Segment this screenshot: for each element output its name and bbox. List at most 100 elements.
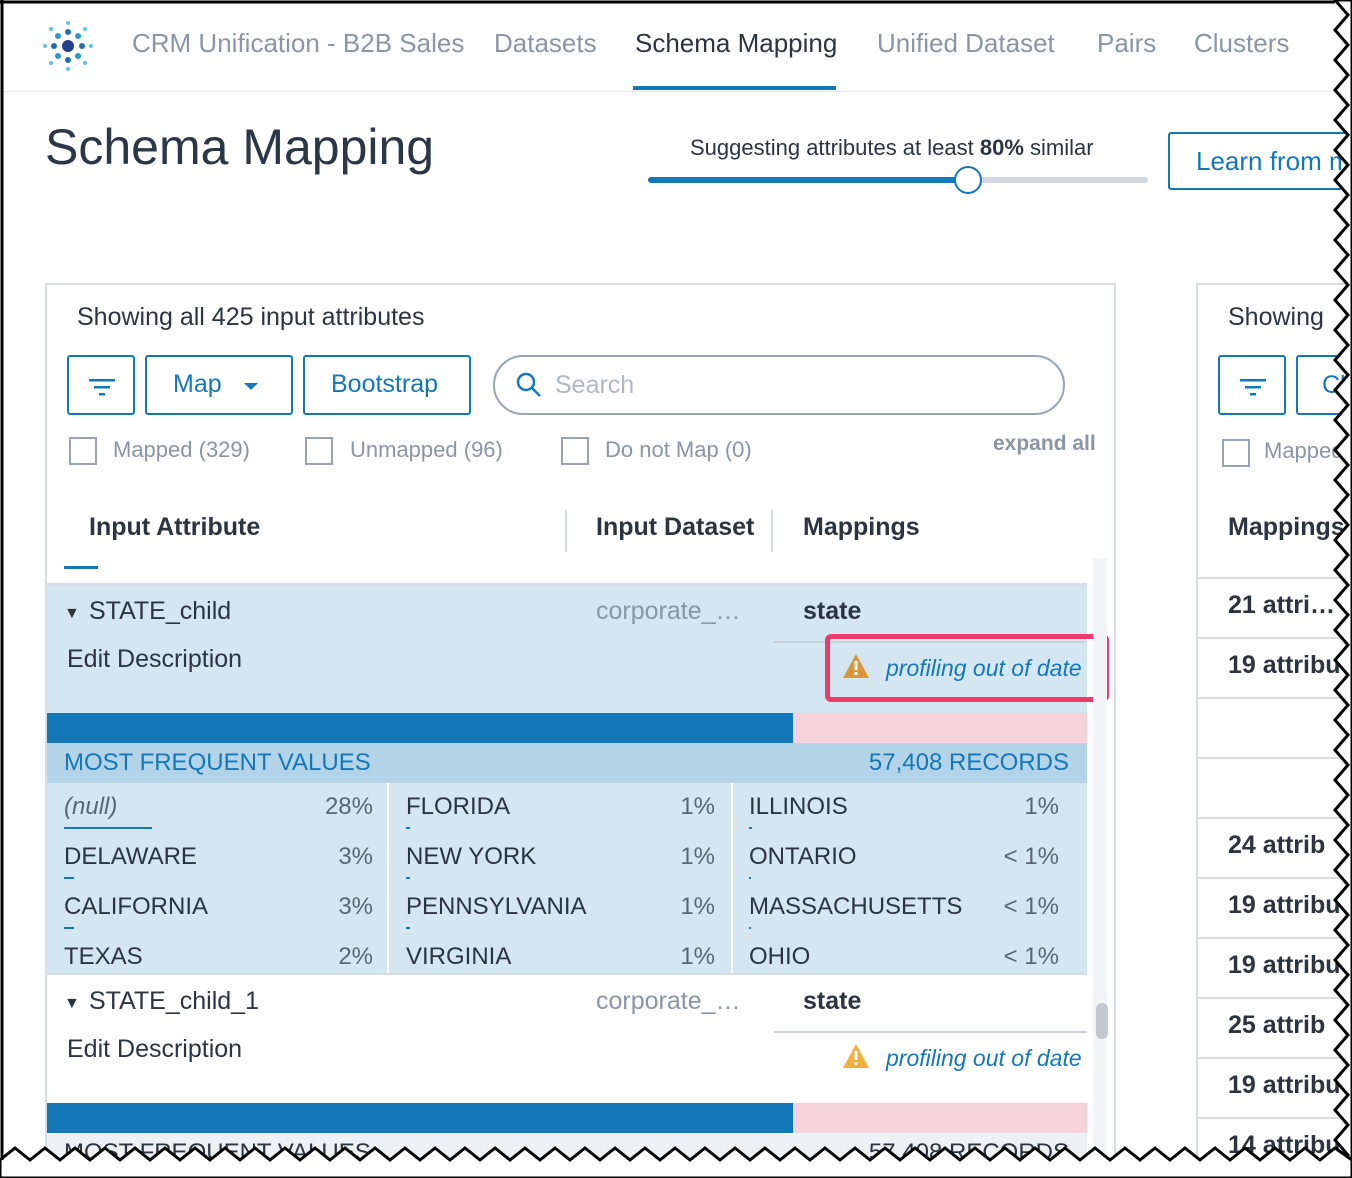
mapping-name[interactable]: state [803,987,862,1015]
frequent-value-percent: 28% [324,793,373,820]
value-frequency-bar [64,927,74,929]
similarity-slider-handle[interactable] [954,166,982,194]
list-item[interactable]: 14 attribu [1228,1131,1341,1159]
mapped-fraction-bar [47,1103,793,1133]
value-frequency-bar [406,827,410,829]
mapped-fraction-bar [47,713,793,743]
slider-value-text: 80% [979,135,1024,160]
warning-icon [843,654,869,678]
filter-icon [89,379,115,396]
search-icon [516,372,541,397]
create-button[interactable]: Cl [1296,355,1352,415]
frequent-value: ILLINOIS [749,793,848,820]
frequent-value-percent: 1% [680,893,715,920]
frequent-value-percent: 3% [338,843,373,870]
frequent-value-percent: < 1% [1003,943,1059,970]
scrollbar-track[interactable] [1093,558,1107,1178]
search-input[interactable]: Search [493,355,1065,415]
profiling-warning[interactable]: profiling out of date [842,1043,1082,1074]
value-frequency-bar [749,927,751,929]
tab-pairs[interactable]: Pairs [1097,28,1157,58]
do-not-map-checkbox[interactable] [561,437,589,465]
expand-all-link[interactable]: expand all [993,432,1096,455]
similarity-slider-track[interactable] [648,177,1148,183]
tab-clusters[interactable]: Clusters [1194,28,1290,58]
tab-unified-dataset[interactable]: Unified Dataset [877,28,1055,58]
warning-icon [843,1044,869,1068]
profiling-warning[interactable]: profiling out of date [842,653,1082,684]
bootstrap-button[interactable]: Bootstrap [303,355,471,415]
frequent-value: (null) [64,793,118,820]
column-header-input-dataset[interactable]: Input Dataset [596,513,755,541]
frequent-value: VIRGINIA [406,943,512,970]
list-item[interactable]: 24 attrib [1228,831,1326,859]
collapse-triangle-icon[interactable]: ▼ [64,605,80,622]
list-item[interactable]: 21 attri… [1228,591,1335,619]
edit-description-link[interactable]: Edit Description [67,645,243,673]
mapped-checkbox[interactable] [69,437,97,465]
value-frequency-bar [406,927,410,929]
frequent-value-percent: 1% [680,943,715,970]
tab-datasets[interactable]: Datasets [494,28,597,58]
frequent-value: MASSACHUSETTS [749,893,963,920]
mapping-name[interactable]: state [803,597,862,625]
tab-schema-mapping[interactable]: Schema Mapping [635,28,838,58]
value-frequency-bar [749,827,752,829]
active-tab-indicator [633,86,836,90]
edit-description-link[interactable]: Edit Description [67,1035,243,1063]
scrollbar-thumb[interactable] [1096,1003,1108,1039]
list-item[interactable]: 19 attribu [1228,891,1341,919]
row-divider [1198,877,1352,879]
bootstrap-button-label: Bootstrap [331,370,439,398]
value-frequency-bar [64,827,152,829]
slider-label-prefix: Suggesting attributes at least [690,135,980,160]
table-row[interactable]: ▼ STATE_child_1 corporate_… state Edit D… [47,975,1087,1178]
row-divider [1198,1057,1352,1059]
list-item[interactable]: 19 attribu [1228,951,1341,979]
most-frequent-values-header: MOST FREQUENT VALUES 57,408 RECORDS [47,1133,1087,1173]
frequent-value-percent: 3% [338,893,373,920]
app-logo-icon[interactable] [42,20,94,72]
frequent-value: NEW YORK [406,843,537,870]
column-divider[interactable] [771,510,773,552]
column-header-input-attribute[interactable]: Input Attribute [89,513,261,541]
project-name[interactable]: CRM Unification - B2B Sales [132,28,465,58]
map-dropdown-button[interactable]: Map [145,355,293,415]
records-count: 57,408 RECORDS [868,749,1069,776]
similarity-slider-label: Suggesting attributes at least 80% simil… [690,135,1094,161]
row-divider [1198,757,1352,759]
filter-button[interactable] [1218,355,1286,415]
table-row[interactable]: ▼ STATE_child corporate_… state Edit Des… [47,585,1087,975]
records-count: 57,408 RECORDS [868,1139,1069,1166]
filter-icon [1240,379,1266,396]
column-header-mappings[interactable]: Mappings [1228,513,1345,541]
mapped-filter-label: Mapped (329) [113,437,250,462]
row-divider [1198,577,1352,579]
filter-button[interactable] [67,355,135,415]
chevron-down-icon [244,383,258,390]
page-title: Schema Mapping [45,119,435,175]
most-frequent-values-header: MOST FREQUENT VALUES 57,408 RECORDS [47,743,1087,783]
frequent-value: OHIO [749,943,811,970]
list-item[interactable]: 25 attrib [1228,1011,1326,1039]
sort-indicator [64,566,98,569]
frequent-value: PENNSYLVANIA [406,893,587,920]
row-divider [47,973,1087,975]
similarity-slider-fill [648,177,968,183]
row-divider [1198,937,1352,939]
search-placeholder: Search [555,371,635,399]
map-button-label: Map [173,370,222,398]
list-item[interactable]: 19 attribu [1228,651,1341,679]
mapped-checkbox[interactable] [1222,439,1250,467]
attribute-name[interactable]: STATE_child_1 [89,987,259,1015]
value-frequency-bar [406,877,410,879]
attribute-name[interactable]: STATE_child [89,597,232,625]
values-column-divider [731,783,733,975]
unmapped-checkbox[interactable] [305,437,333,465]
collapse-triangle-icon[interactable]: ▼ [64,995,80,1012]
column-divider[interactable] [565,510,567,552]
null-fraction-bar [793,1103,1087,1133]
column-header-mappings[interactable]: Mappings [803,513,920,541]
list-item[interactable]: 19 attribu [1228,1071,1341,1099]
learn-button[interactable]: Learn from m [1168,132,1352,190]
